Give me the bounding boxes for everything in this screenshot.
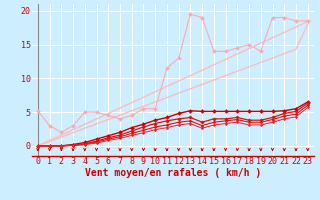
X-axis label: Vent moyen/en rafales ( km/h ): Vent moyen/en rafales ( km/h ) — [85, 168, 261, 178]
